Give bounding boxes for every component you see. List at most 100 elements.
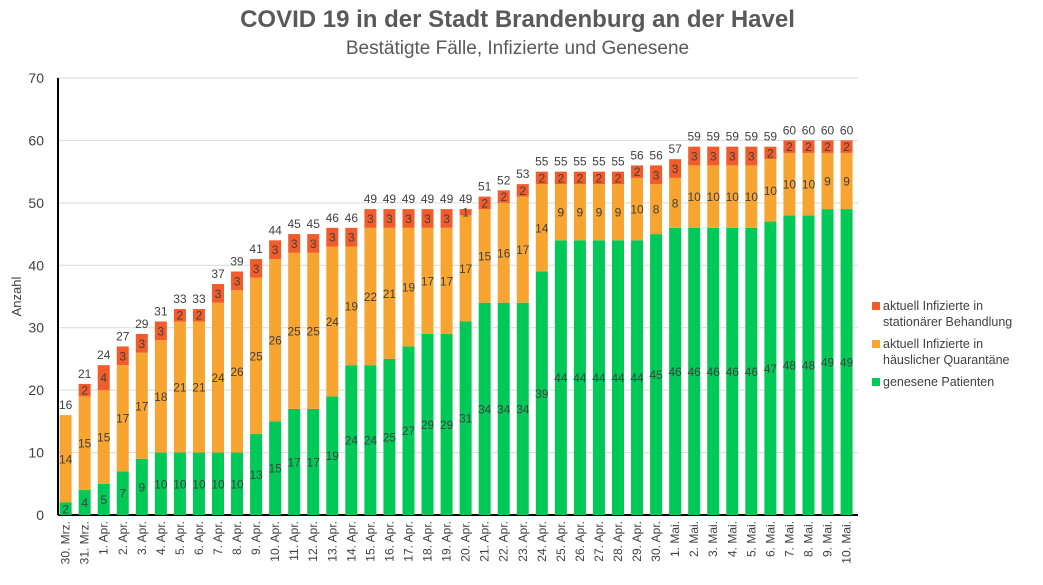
x-tick-label: 25. Apr. xyxy=(554,521,568,562)
bar-segment xyxy=(421,333,434,515)
data-label: 9 xyxy=(824,175,831,189)
data-label: 10 xyxy=(764,184,778,198)
bar-segment xyxy=(78,383,91,397)
bar-segment xyxy=(192,452,205,515)
data-label: 17 xyxy=(135,399,149,413)
y-tick-label: 40 xyxy=(28,257,44,273)
total-label: 59 xyxy=(745,130,759,144)
bar-segment xyxy=(650,184,663,235)
data-label: 24 xyxy=(211,371,225,385)
bar-segment xyxy=(802,152,815,216)
bar-segment xyxy=(78,396,91,491)
bar-segment xyxy=(669,177,682,228)
x-tick-label: 9. Apr. xyxy=(249,521,263,555)
data-label: 2 xyxy=(519,184,526,198)
data-label: 44 xyxy=(611,371,625,385)
bar-segment xyxy=(554,184,567,241)
x-tick-label: 3. Apr. xyxy=(135,521,149,555)
data-label: 9 xyxy=(615,206,622,220)
data-label: 3 xyxy=(443,212,450,226)
bar-segment xyxy=(764,146,777,160)
bar-segment xyxy=(402,227,415,347)
data-label: 17 xyxy=(307,455,321,469)
bar-segment xyxy=(592,184,605,241)
data-label: 25 xyxy=(383,430,397,444)
data-label: 3 xyxy=(405,212,412,226)
x-tick-label: 10. Apr. xyxy=(268,521,282,562)
data-label: 26 xyxy=(268,334,282,348)
bar-segment xyxy=(440,227,453,334)
bar-segment xyxy=(135,352,148,459)
bar-segment xyxy=(326,246,339,397)
bar-segment xyxy=(783,140,796,153)
x-tick-label: 2. Mai. xyxy=(687,521,701,557)
total-label: 46 xyxy=(345,211,359,225)
x-tick-label: 20. Apr. xyxy=(459,521,473,562)
bar-segment xyxy=(688,165,701,228)
bar-segment xyxy=(783,215,796,516)
legend-swatch xyxy=(872,340,880,348)
x-tick-label: 8. Mai. xyxy=(801,521,815,557)
x-tick-label: 7. Mai. xyxy=(782,521,796,557)
data-label: 5 xyxy=(100,493,107,507)
x-tick-label: 4. Mai. xyxy=(725,521,739,557)
bar-segment xyxy=(212,452,224,515)
total-label: 57 xyxy=(668,142,682,156)
x-tick-label: 29. Apr. xyxy=(630,521,644,562)
total-label: 55 xyxy=(592,155,606,169)
data-label: 44 xyxy=(592,371,606,385)
data-label: 19 xyxy=(402,281,416,295)
bar-segment xyxy=(802,215,815,516)
x-tick-label: 9. Mai. xyxy=(821,521,835,557)
data-label: 10 xyxy=(630,203,644,217)
bar-segment xyxy=(269,259,282,422)
data-label: 2 xyxy=(558,171,565,185)
bar-segment xyxy=(592,240,605,516)
bar-segment xyxy=(535,271,548,515)
bar-segment xyxy=(59,415,72,503)
total-label: 56 xyxy=(630,148,644,162)
bar-segment xyxy=(707,227,720,516)
total-label: 21 xyxy=(78,367,92,381)
bar-segment xyxy=(764,159,777,222)
data-label: 3 xyxy=(691,150,698,164)
bar-segment xyxy=(650,234,663,516)
x-tick-label: 22. Apr. xyxy=(497,521,511,562)
bar-segment xyxy=(840,152,853,210)
total-label: 56 xyxy=(649,148,663,162)
data-label: 17 xyxy=(440,274,454,288)
data-label: 4 xyxy=(100,371,107,385)
x-tick-label: 8. Apr. xyxy=(230,521,244,555)
data-label: 4 xyxy=(81,496,88,510)
data-label: 13 xyxy=(249,468,263,482)
data-label: 2 xyxy=(824,140,831,154)
bar-segment xyxy=(612,171,624,185)
legend-item-stationaer: aktuell Infizierte in stationärer Behand… xyxy=(872,298,1037,330)
bar-segment xyxy=(154,452,167,515)
x-tick-label: 2. Apr. xyxy=(116,521,130,555)
x-tick-label: 6. Apr. xyxy=(192,521,206,555)
data-label: 49 xyxy=(821,356,835,370)
bar-segment xyxy=(478,196,491,210)
bar-segment xyxy=(231,271,244,291)
y-tick-label: 20 xyxy=(28,382,44,398)
bar-segment xyxy=(440,209,453,228)
total-label: 60 xyxy=(821,123,835,137)
bar-segment xyxy=(821,152,834,210)
y-axis-label: Anzahl xyxy=(9,277,24,317)
x-tick-label: 27. Apr. xyxy=(592,521,606,562)
bar-segment xyxy=(840,209,853,515)
data-label: 10 xyxy=(173,477,187,491)
data-label: 10 xyxy=(230,477,244,491)
x-tick-label: 21. Apr. xyxy=(478,521,492,562)
bar-segment xyxy=(516,196,529,303)
y-tick-label: 50 xyxy=(28,195,44,211)
x-tick-label: 4. Apr. xyxy=(154,521,168,555)
y-tick-label: 60 xyxy=(28,132,44,148)
bar-segment xyxy=(745,227,758,516)
bar-segment xyxy=(326,227,339,247)
data-label: 34 xyxy=(497,402,511,416)
total-label: 49 xyxy=(459,192,473,206)
data-label: 9 xyxy=(596,206,603,220)
data-label: 34 xyxy=(478,402,492,416)
